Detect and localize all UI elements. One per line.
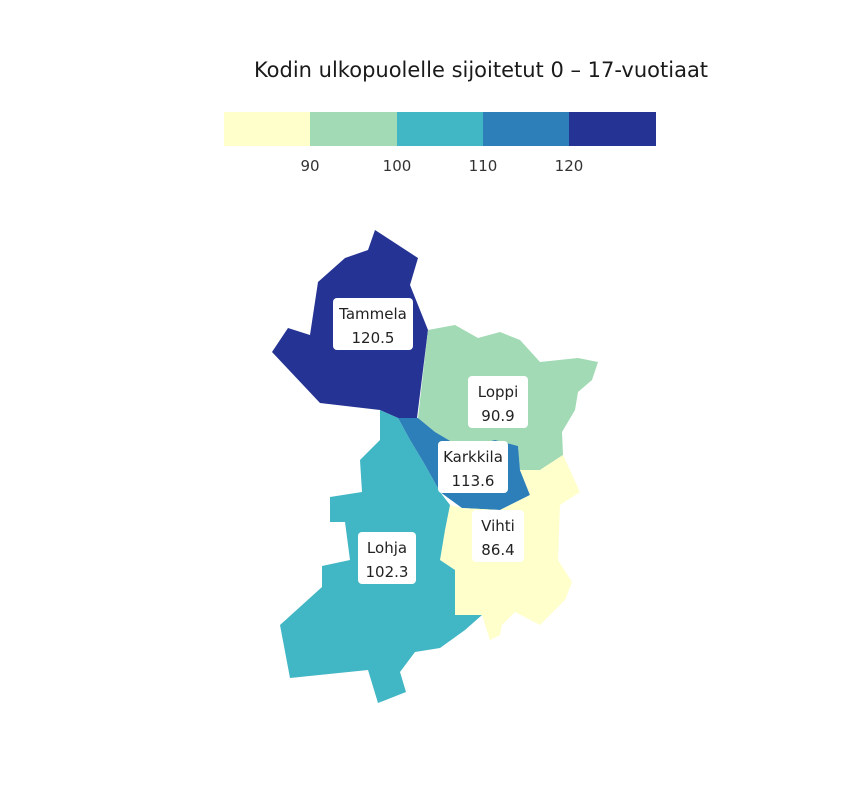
label-vihti-value: 86.4 (481, 541, 514, 559)
label-lohja-value: 102.3 (366, 563, 409, 581)
label-vihti-name: Vihti (481, 517, 515, 535)
label-lohja: Lohja 102.3 (358, 532, 416, 584)
label-tammela-name: Tammela (338, 305, 407, 323)
label-karkkila-name: Karkkila (443, 448, 503, 466)
color-legend: 90 100 110 120 (224, 112, 656, 175)
region-labels: Tammela 120.5 Loppi 90.9 Karkkila 113.6 … (333, 298, 528, 584)
map-regions (272, 230, 598, 703)
legend-swatch-3 (397, 112, 484, 146)
legend-swatch-2 (310, 112, 397, 146)
label-loppi: Loppi 90.9 (468, 376, 528, 428)
label-karkkila: Karkkila 113.6 (438, 441, 508, 493)
label-loppi-name: Loppi (478, 383, 518, 401)
legend-tick-90: 90 (300, 157, 319, 175)
legend-tick-110: 110 (469, 157, 498, 175)
legend-swatch-5 (569, 112, 656, 146)
label-tammela-value: 120.5 (352, 329, 395, 347)
legend-tick-100: 100 (383, 157, 412, 175)
label-tammela: Tammela 120.5 (333, 298, 413, 350)
label-vihti: Vihti 86.4 (472, 510, 524, 562)
map-title: Kodin ulkopuolelle sijoitetut 0 – 17-vuo… (254, 58, 708, 82)
label-loppi-value: 90.9 (481, 407, 514, 425)
label-lohja-name: Lohja (367, 539, 407, 557)
legend-swatch-1 (224, 112, 311, 146)
label-karkkila-value: 113.6 (452, 472, 495, 490)
legend-tick-120: 120 (555, 157, 584, 175)
legend-swatch-4 (483, 112, 570, 146)
